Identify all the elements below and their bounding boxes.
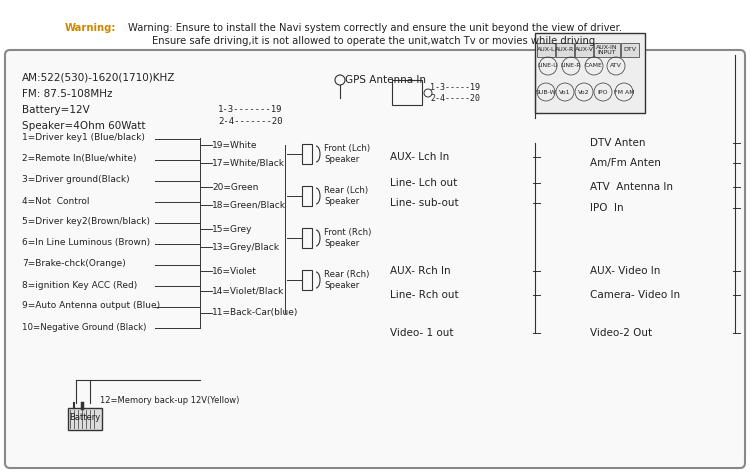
Text: 13=Grey/Black: 13=Grey/Black bbox=[212, 243, 280, 252]
Text: DTV Anten: DTV Anten bbox=[590, 138, 646, 148]
Text: SUB-W: SUB-W bbox=[536, 89, 556, 95]
Text: 2-4-------20: 2-4-------20 bbox=[218, 116, 283, 125]
Text: LINE-R: LINE-R bbox=[561, 63, 581, 69]
Text: IPO: IPO bbox=[598, 89, 608, 95]
Text: Ensure safe driving,it is not allowed to operate the unit,watch Tv or movies whi: Ensure safe driving,it is not allowed to… bbox=[152, 36, 598, 46]
Text: 6=In Line Luminous (Brown): 6=In Line Luminous (Brown) bbox=[22, 238, 150, 247]
Text: AUX-R: AUX-R bbox=[555, 47, 574, 53]
Text: Battery=12V: Battery=12V bbox=[22, 105, 90, 115]
Text: AUX- Rch In: AUX- Rch In bbox=[390, 266, 451, 276]
Text: DTV: DTV bbox=[623, 47, 637, 53]
Text: 16=Violet: 16=Violet bbox=[212, 266, 256, 275]
Bar bbox=[392, 80, 422, 105]
Text: Battery: Battery bbox=[69, 412, 100, 421]
Text: Front (Lch)
Speaker: Front (Lch) Speaker bbox=[324, 144, 370, 164]
Text: 5=Driver key2(Brown/black): 5=Driver key2(Brown/black) bbox=[22, 218, 150, 227]
Bar bbox=[575, 43, 593, 57]
Text: 14=Violet/Black: 14=Violet/Black bbox=[212, 287, 284, 296]
Text: FM AM: FM AM bbox=[614, 89, 634, 95]
Text: Rear (Lch)
Speaker: Rear (Lch) Speaker bbox=[324, 186, 368, 206]
Text: AUX-IN
INPUT: AUX-IN INPUT bbox=[596, 44, 618, 55]
Text: AM:522(530)-1620(1710)KHZ: AM:522(530)-1620(1710)KHZ bbox=[22, 73, 176, 83]
Bar bbox=[535, 33, 645, 113]
Text: ATV  Antenna In: ATV Antenna In bbox=[590, 182, 673, 192]
Text: 9=Auto Antenna output (Blue): 9=Auto Antenna output (Blue) bbox=[22, 301, 160, 310]
Text: Rear (Rch)
Speaker: Rear (Rch) Speaker bbox=[324, 270, 369, 289]
Text: 12=Memory back-up 12V(Yellow): 12=Memory back-up 12V(Yellow) bbox=[100, 395, 239, 404]
Bar bbox=[621, 43, 639, 57]
Text: 1-3-------19: 1-3-------19 bbox=[218, 105, 283, 114]
Text: CAME: CAME bbox=[585, 63, 603, 69]
Text: 1=Driver key1 (Blue/black): 1=Driver key1 (Blue/black) bbox=[22, 133, 145, 142]
Text: Line- Lch out: Line- Lch out bbox=[390, 178, 458, 188]
Text: FM: 87.5-108MHz: FM: 87.5-108MHz bbox=[22, 89, 112, 99]
Text: 19=White: 19=White bbox=[212, 140, 257, 149]
Text: Camera- Video In: Camera- Video In bbox=[590, 290, 680, 300]
Text: Speaker=4Ohm 60Watt: Speaker=4Ohm 60Watt bbox=[22, 121, 146, 131]
Text: Vo2: Vo2 bbox=[578, 89, 590, 95]
Text: 7=Brake-chck(Orange): 7=Brake-chck(Orange) bbox=[22, 260, 126, 269]
Bar bbox=[68, 408, 102, 430]
Bar bbox=[537, 43, 555, 57]
Text: Warning:: Warning: bbox=[65, 23, 116, 33]
Text: 15=Grey: 15=Grey bbox=[212, 225, 253, 234]
Bar bbox=[556, 43, 574, 57]
Text: 11=Back-Car(blue): 11=Back-Car(blue) bbox=[212, 308, 298, 317]
Text: Am/Fm Anten: Am/Fm Anten bbox=[590, 158, 661, 168]
FancyBboxPatch shape bbox=[5, 50, 745, 468]
Text: 18=Green/Black: 18=Green/Black bbox=[212, 201, 286, 210]
Text: AUX-L: AUX-L bbox=[537, 47, 555, 53]
Text: Line- sub-out: Line- sub-out bbox=[390, 198, 458, 208]
Text: 8=ignition Key ACC (Red): 8=ignition Key ACC (Red) bbox=[22, 280, 137, 289]
Text: 3=Driver ground(Black): 3=Driver ground(Black) bbox=[22, 175, 130, 184]
Text: 17=White/Black: 17=White/Black bbox=[212, 158, 285, 167]
Text: GPS Antenna In: GPS Antenna In bbox=[345, 75, 426, 85]
Text: 20=Green: 20=Green bbox=[212, 183, 258, 192]
Text: 2=Remote In(Blue/white): 2=Remote In(Blue/white) bbox=[22, 155, 136, 164]
Text: Front (Rch)
Speaker: Front (Rch) Speaker bbox=[324, 228, 371, 248]
Text: IPO  In: IPO In bbox=[590, 203, 624, 213]
Text: 10=Negative Ground (Black): 10=Negative Ground (Black) bbox=[22, 323, 146, 332]
Text: AUX- Lch In: AUX- Lch In bbox=[390, 152, 449, 162]
Text: Vo1: Vo1 bbox=[560, 89, 571, 95]
Text: LINE-U: LINE-U bbox=[538, 63, 558, 69]
Text: ATV: ATV bbox=[610, 63, 622, 69]
Text: AUX-V: AUX-V bbox=[574, 47, 593, 53]
Text: Video- 1 out: Video- 1 out bbox=[390, 328, 454, 338]
Text: 4=Not  Control: 4=Not Control bbox=[22, 196, 89, 205]
Bar bbox=[594, 43, 620, 57]
Text: Video-2 Out: Video-2 Out bbox=[590, 328, 652, 338]
Text: 1-3-----19
2-4-----20: 1-3-----19 2-4-----20 bbox=[430, 83, 480, 103]
Text: Line- Rch out: Line- Rch out bbox=[390, 290, 458, 300]
Text: Warning: Ensure to install the Navi system correctly and ensure the unit beyond : Warning: Ensure to install the Navi syst… bbox=[128, 23, 622, 33]
Text: AUX- Video In: AUX- Video In bbox=[590, 266, 660, 276]
